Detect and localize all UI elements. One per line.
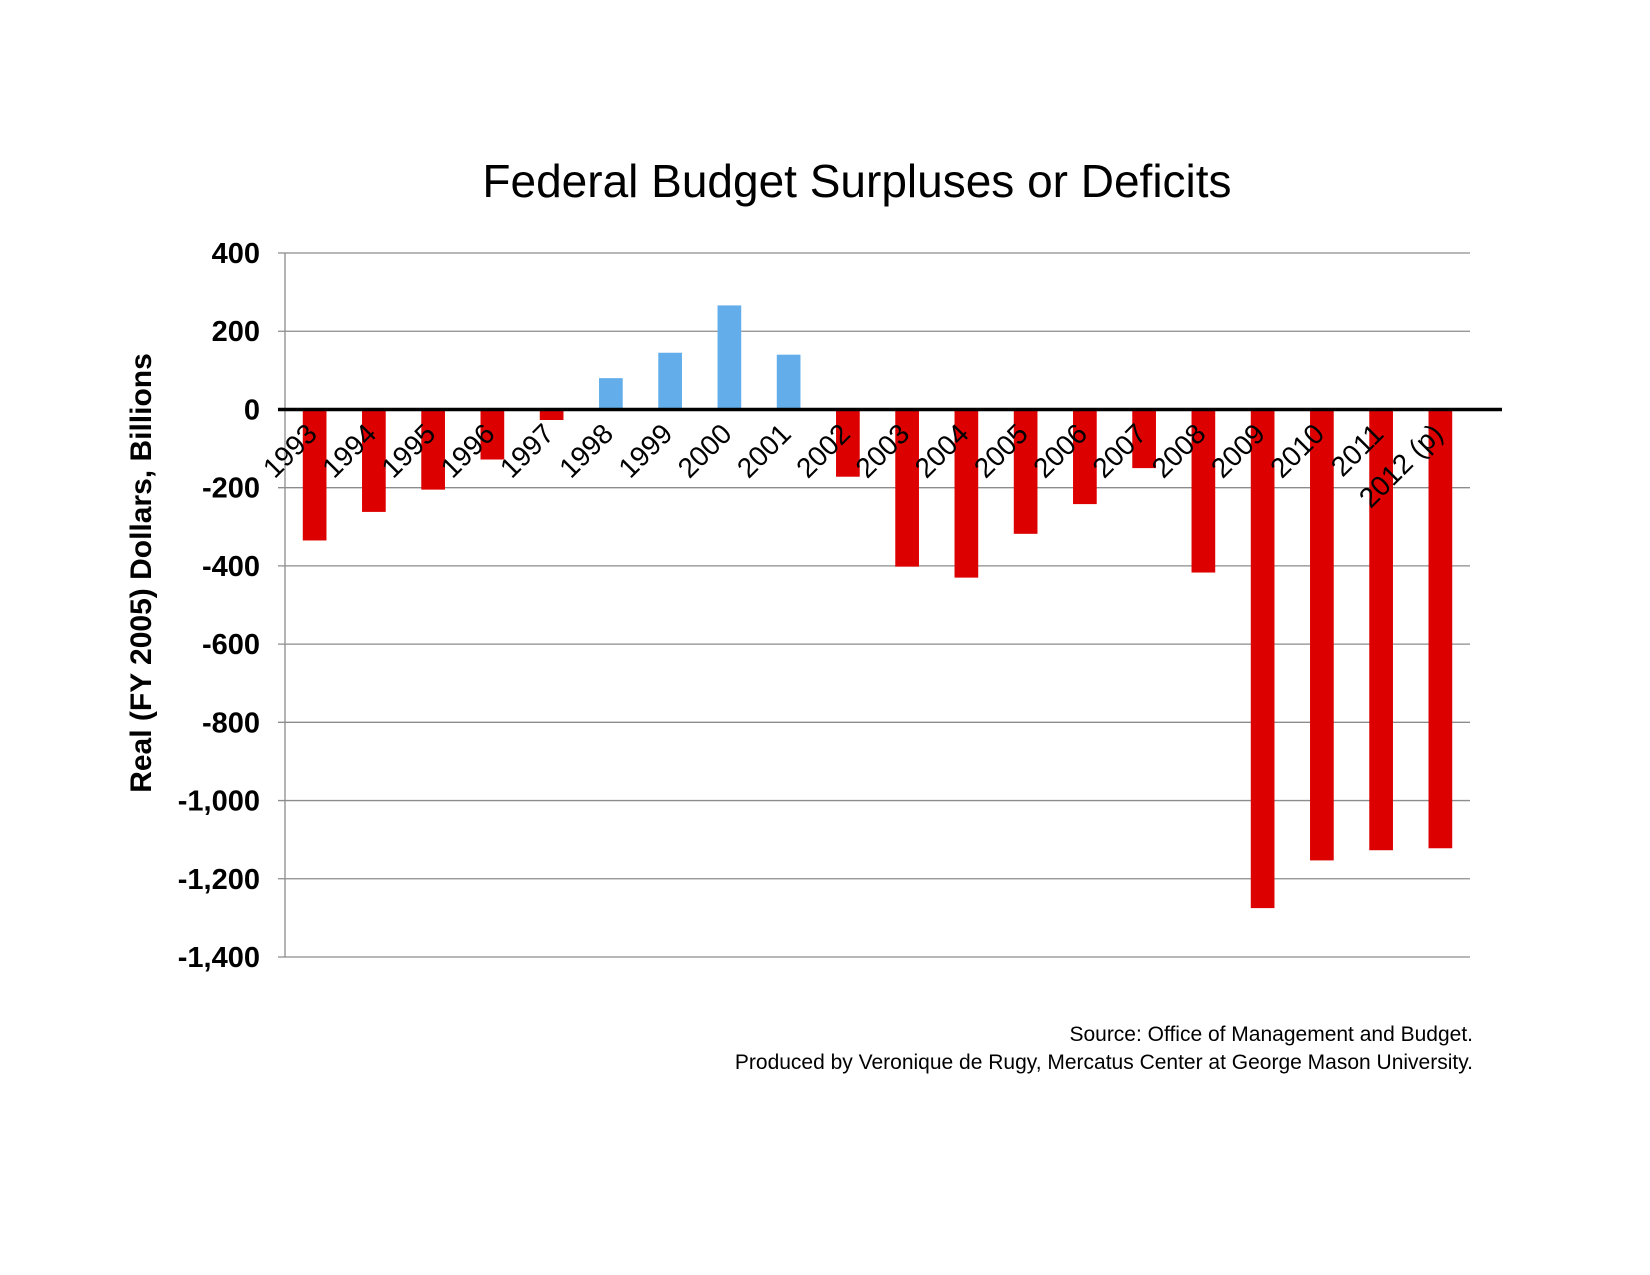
bar-1993 (302, 409, 327, 541)
bar-1997 (539, 409, 564, 421)
bar-2006 (1073, 409, 1097, 505)
credit-note: Produced by Veronique de Rugy, Mercatus … (735, 1051, 1473, 1074)
y-tick-label: -800 (202, 707, 260, 739)
bar-2011 (1369, 409, 1393, 851)
y-tick-label: 400 (212, 238, 260, 270)
bar-1996 (480, 409, 505, 460)
bar-2000 (717, 305, 742, 410)
y-tick-label: 200 (212, 316, 260, 348)
bar-1994 (362, 409, 386, 512)
x-tick-label: 1998 (553, 418, 619, 484)
bar-2005 (1013, 409, 1038, 534)
bar-2004 (954, 409, 979, 578)
x-tick-label: 2000 (672, 418, 738, 484)
grid (278, 252, 1470, 958)
bar-2003 (895, 409, 919, 567)
bar-2008 (1191, 409, 1216, 573)
y-tick-label: -1,200 (178, 864, 260, 896)
y-axis-label: Real (FY 2005) Dollars, Billions (125, 353, 158, 793)
y-tick-label: -400 (202, 551, 260, 583)
bar-2001 (776, 354, 801, 410)
bar-1998 (599, 378, 623, 410)
y-tick-label: 0 (244, 394, 260, 426)
bar-1995 (421, 409, 445, 490)
y-tick-label: -600 (202, 629, 260, 661)
chart-title: Federal Budget Surpluses or Deficits (482, 155, 1231, 207)
source-note: Source: Office of Management and Budget. (1069, 1023, 1473, 1046)
y-tick-label: -1,400 (178, 942, 260, 974)
y-tick-label: -200 (202, 473, 260, 505)
x-tick-label: 2001 (731, 418, 797, 484)
y-axis-ticks: 400 200 0 -200 -400 -600 -800 -1,000 -1,200 -1,40… (178, 238, 260, 974)
bar-2007 (1132, 409, 1156, 469)
bar-2009 (1250, 409, 1275, 909)
axes (278, 253, 1502, 957)
bar-2010 (1310, 409, 1334, 861)
bars (302, 305, 1453, 909)
bar-2002 (836, 409, 860, 477)
x-tick-label: 1999 (612, 418, 678, 484)
bar-2012-p (1428, 409, 1453, 849)
bar-1999 (658, 352, 682, 410)
y-tick-label: -1,000 (178, 786, 260, 818)
